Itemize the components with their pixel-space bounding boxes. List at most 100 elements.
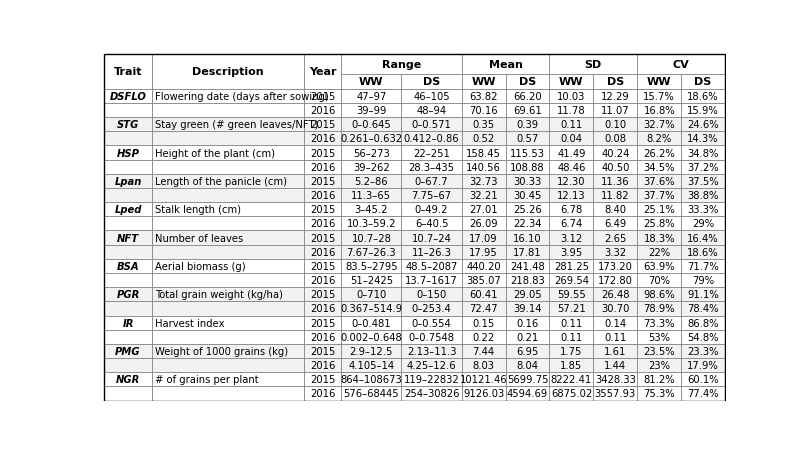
Text: 108.88: 108.88: [510, 162, 545, 172]
Bar: [341, 55, 462, 75]
Bar: [681, 231, 725, 245]
Text: 22.34: 22.34: [513, 219, 541, 229]
Text: 0.261–0.632: 0.261–0.632: [341, 134, 403, 144]
Bar: [341, 202, 401, 217]
Text: 2016: 2016: [310, 360, 336, 370]
Bar: [104, 160, 153, 175]
Text: 2015: 2015: [310, 205, 336, 215]
Text: IR: IR: [123, 318, 134, 328]
Bar: [104, 259, 725, 273]
Bar: [505, 104, 550, 118]
Text: 91.1%: 91.1%: [688, 290, 719, 299]
Text: 12.13: 12.13: [557, 191, 586, 201]
Bar: [593, 344, 638, 358]
Text: 25.26: 25.26: [513, 205, 541, 215]
Text: 48.46: 48.46: [557, 162, 586, 172]
Bar: [104, 189, 725, 202]
Text: 32.73: 32.73: [470, 176, 498, 186]
Bar: [304, 104, 341, 118]
Bar: [593, 175, 638, 189]
Text: 27.01: 27.01: [469, 205, 498, 215]
Bar: [341, 175, 401, 189]
Bar: [104, 217, 153, 231]
Bar: [104, 373, 153, 387]
Bar: [593, 189, 638, 202]
Text: 72.47: 72.47: [469, 304, 498, 314]
Bar: [550, 189, 593, 202]
Text: 24.6%: 24.6%: [688, 120, 719, 130]
Bar: [401, 259, 462, 273]
Bar: [638, 75, 681, 90]
Bar: [304, 245, 341, 259]
Text: Stalk length (cm): Stalk length (cm): [155, 205, 240, 215]
Bar: [505, 245, 550, 259]
Text: 51–2425: 51–2425: [349, 276, 393, 285]
Text: 269.54: 269.54: [554, 276, 589, 285]
Bar: [341, 217, 401, 231]
Text: 16.8%: 16.8%: [643, 106, 675, 116]
Text: 119–22832: 119–22832: [404, 374, 459, 384]
Bar: [104, 132, 153, 146]
Bar: [462, 231, 505, 245]
Text: 2016: 2016: [310, 304, 336, 314]
Text: 37.5%: 37.5%: [688, 176, 719, 186]
Bar: [304, 373, 341, 387]
Bar: [304, 189, 341, 202]
Bar: [550, 302, 593, 316]
Bar: [104, 175, 153, 189]
Bar: [153, 373, 304, 387]
Bar: [153, 189, 304, 202]
Bar: [153, 288, 304, 302]
Text: 60.1%: 60.1%: [688, 374, 719, 384]
Text: 10.7–24: 10.7–24: [412, 233, 451, 243]
Text: 0.11: 0.11: [560, 332, 583, 342]
Bar: [104, 217, 725, 231]
Bar: [401, 373, 462, 387]
Text: 2016: 2016: [310, 106, 336, 116]
Bar: [505, 330, 550, 344]
Bar: [505, 202, 550, 217]
Text: 241.48: 241.48: [510, 261, 545, 272]
Text: 2015: 2015: [310, 346, 336, 356]
Bar: [341, 259, 401, 273]
Bar: [638, 387, 681, 400]
Bar: [341, 132, 401, 146]
Text: 60.41: 60.41: [470, 290, 498, 299]
Bar: [304, 231, 341, 245]
Text: 440.20: 440.20: [466, 261, 501, 272]
Text: 0.10: 0.10: [604, 120, 626, 130]
Bar: [104, 189, 153, 202]
Bar: [505, 231, 550, 245]
Bar: [304, 146, 341, 160]
Bar: [550, 90, 593, 104]
Text: NGR: NGR: [116, 374, 140, 384]
Bar: [401, 146, 462, 160]
Text: 16.4%: 16.4%: [688, 233, 719, 243]
Bar: [681, 217, 725, 231]
Bar: [681, 160, 725, 175]
Bar: [550, 75, 593, 90]
Text: BSA: BSA: [117, 261, 140, 272]
Bar: [638, 55, 725, 75]
Bar: [153, 231, 304, 245]
Bar: [462, 302, 505, 316]
Text: 75.3%: 75.3%: [643, 389, 675, 399]
Bar: [153, 132, 304, 146]
Bar: [593, 245, 638, 259]
Bar: [462, 316, 505, 330]
Text: 37.2%: 37.2%: [688, 162, 719, 172]
Bar: [304, 259, 341, 273]
Bar: [104, 118, 725, 132]
Text: 4.105–14: 4.105–14: [349, 360, 395, 370]
Bar: [550, 373, 593, 387]
Text: NFT: NFT: [117, 233, 139, 243]
Bar: [550, 55, 638, 75]
Bar: [505, 146, 550, 160]
Bar: [681, 245, 725, 259]
Text: 57.21: 57.21: [557, 304, 586, 314]
Bar: [341, 90, 401, 104]
Text: 83.5–2795: 83.5–2795: [345, 261, 398, 272]
Text: 9126.03: 9126.03: [463, 389, 504, 399]
Text: 2016: 2016: [310, 134, 336, 144]
Text: Mean: Mean: [488, 60, 522, 70]
